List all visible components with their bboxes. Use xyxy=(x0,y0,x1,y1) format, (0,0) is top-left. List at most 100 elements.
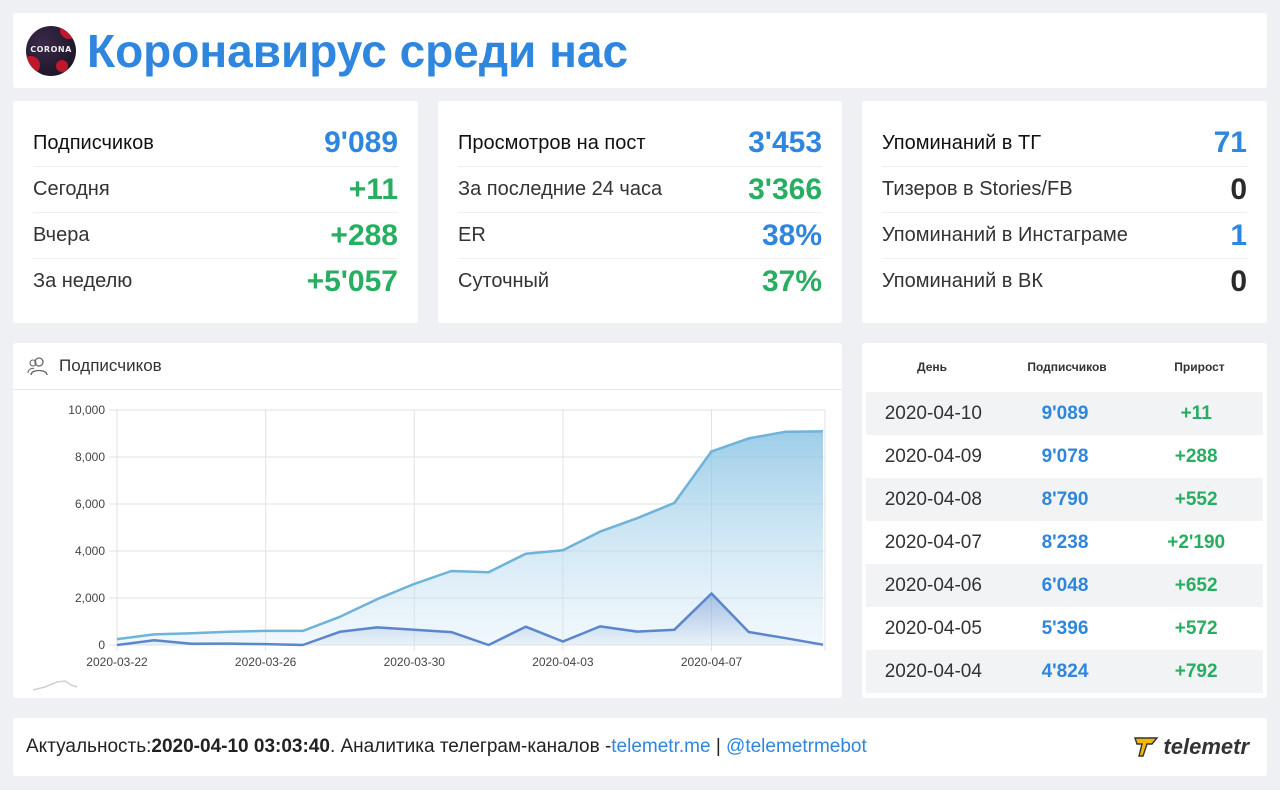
cell-subscribers: 5'396 xyxy=(1041,617,1089,639)
stat-value: 1 xyxy=(1230,218,1247,252)
cell-growth: +2'190 xyxy=(1167,531,1226,553)
y-tick-label: 0 xyxy=(98,638,105,652)
x-tick-label: 2020-04-03 xyxy=(532,655,594,669)
cell-day: 2020-04-05 xyxy=(884,617,982,639)
x-tick-label: 2020-03-30 xyxy=(384,655,446,669)
daily-table: День Подписчиков Прирост 2020-04-10 9'089… xyxy=(862,343,1267,698)
navigator-sparkline xyxy=(32,680,78,691)
stat-value: +5'057 xyxy=(306,264,398,298)
stat-value: +288 xyxy=(330,218,398,252)
cell-day: 2020-04-07 xyxy=(884,531,982,553)
table-row: 2020-04-05 5'396 +572 xyxy=(866,607,1263,650)
stat-label: За последние 24 часа xyxy=(458,178,663,200)
cell-growth: +792 xyxy=(1174,660,1218,682)
stat-label: ER xyxy=(458,224,486,246)
cell-subscribers: 9'078 xyxy=(1041,445,1089,467)
cell-subscribers: 6'048 xyxy=(1041,574,1089,596)
series-line xyxy=(116,430,824,641)
footer: Актуальность: 2020-04-10 03:03:40 . Анал… xyxy=(13,718,1267,776)
cell-day: 2020-04-10 xyxy=(884,402,982,424)
cell-growth: +11 xyxy=(1180,402,1212,424)
stat-row: Тизеров в Stories/FB 0 xyxy=(882,166,1247,212)
cell-growth: +572 xyxy=(1174,617,1218,639)
brand-name: telemetr xyxy=(1163,734,1249,759)
x-tick-label: 2020-03-22 xyxy=(86,655,148,669)
cell-subscribers: 8'790 xyxy=(1041,488,1089,510)
cell-subscribers: 8'238 xyxy=(1041,531,1089,553)
y-tick-label: 10,000 xyxy=(68,403,105,417)
stat-value: 38% xyxy=(761,218,822,252)
stat-row: За неделю +5'057 xyxy=(33,258,398,304)
y-tick-label: 2,000 xyxy=(75,591,105,605)
stat-label: Подписчиков xyxy=(33,131,154,154)
cell-growth: +552 xyxy=(1174,488,1218,510)
table-row: 2020-04-06 6'048 +652 xyxy=(866,564,1263,607)
chart-header: Подписчиков xyxy=(13,343,842,390)
telemetr-link[interactable]: telemetr.me xyxy=(611,736,711,757)
footer-separator: | xyxy=(710,736,727,757)
table-row: 2020-04-04 4'824 +792 xyxy=(866,650,1263,693)
table-row: 2020-04-09 9'078 +288 xyxy=(866,435,1263,478)
stat-label: Тизеров в Stories/FB xyxy=(882,178,1073,200)
column-header-day: День xyxy=(917,360,947,374)
cell-day: 2020-04-09 xyxy=(884,445,982,467)
page-title: Коронавирус среди нас xyxy=(87,25,629,77)
subscribers-chart: 0 2,000 4,000 6,000 8,000 10,000 2020-03-22 202… xyxy=(32,403,826,691)
stat-row: Вчера +288 xyxy=(33,212,398,258)
stat-row: Упоминаний в ТГ 71 xyxy=(882,120,1247,166)
stat-label: Сегодня xyxy=(33,178,110,200)
views-stats-card: Просмотров на пост 3'453 За последние 24 ч… xyxy=(438,101,842,323)
stat-row: Сегодня +11 xyxy=(33,166,398,212)
x-tick-label: 2020-03-26 xyxy=(235,655,297,669)
header: CORONA Коронавирус среди нас xyxy=(13,13,1267,88)
stat-row: Просмотров на пост 3'453 xyxy=(458,120,822,166)
stat-label: Просмотров на пост xyxy=(458,131,646,154)
x-tick-label: 2020-04-07 xyxy=(681,655,743,669)
stat-value: 9'089 xyxy=(324,126,398,159)
stat-row: Подписчиков 9'089 xyxy=(33,120,398,166)
stat-label: Упоминаний в ТГ xyxy=(882,131,1042,154)
stat-value: +11 xyxy=(348,172,398,206)
users-icon xyxy=(27,357,48,376)
telemetr-logo-icon xyxy=(1134,737,1159,757)
subscribers-stats-card: Подписчиков 9'089 Сегодня +11 Вчера +288 За не… xyxy=(13,101,418,323)
stat-row: Упоминаний в ВК 0 xyxy=(882,258,1247,304)
cell-day: 2020-04-08 xyxy=(884,488,982,510)
stat-label: Упоминаний в Инстаграме xyxy=(882,224,1128,246)
series-area xyxy=(117,431,823,645)
y-tick-label: 4,000 xyxy=(75,544,105,558)
telemetr-bot-link[interactable]: @telemetrmebot xyxy=(726,736,867,757)
stat-value: 37% xyxy=(761,264,822,298)
cell-growth: +288 xyxy=(1174,445,1218,467)
footer-prefix: Актуальность: xyxy=(26,736,152,757)
footer-middle: . Аналитика телеграм-каналов - xyxy=(329,736,612,757)
stat-label: За неделю xyxy=(33,270,133,292)
stat-label: Суточный xyxy=(458,270,550,292)
cell-day: 2020-04-06 xyxy=(884,574,982,596)
table-row: 2020-04-08 8'790 +552 xyxy=(866,478,1263,521)
footer-timestamp: 2020-04-10 03:03:40 xyxy=(151,736,330,757)
stat-value: 0 xyxy=(1230,264,1247,298)
y-tick-label: 6,000 xyxy=(75,497,105,511)
stat-value: 0 xyxy=(1230,172,1247,206)
stat-row: ER 38% xyxy=(458,212,822,258)
column-header-growth: Прирост xyxy=(1174,360,1225,374)
cell-day: 2020-04-04 xyxy=(884,660,982,682)
series-line xyxy=(116,592,824,647)
stat-value: 71 xyxy=(1213,126,1247,159)
table-header: День Подписчиков Прирост xyxy=(862,343,1267,391)
table-row: 2020-04-10 9'089 +11 xyxy=(866,392,1263,435)
cell-subscribers: 4'824 xyxy=(1041,660,1089,682)
stat-label: Вчера xyxy=(33,224,90,246)
telemetr-brand[interactable]: telemetr xyxy=(1133,734,1249,760)
chart-title: Подписчиков xyxy=(59,356,162,375)
stat-row: Упоминаний в Инстаграме 1 xyxy=(882,212,1247,258)
stat-row: За последние 24 часа 3'366 xyxy=(458,166,822,212)
column-header-subscribers: Подписчиков xyxy=(1027,360,1107,374)
stat-value: 3'453 xyxy=(748,126,822,159)
channel-logo: CORONA xyxy=(26,26,76,76)
cell-subscribers: 9'089 xyxy=(1041,402,1089,424)
logo-text: CORONA xyxy=(30,45,72,54)
stat-value: 3'366 xyxy=(748,172,822,206)
table-row: 2020-04-07 8'238 +2'190 xyxy=(866,521,1263,564)
